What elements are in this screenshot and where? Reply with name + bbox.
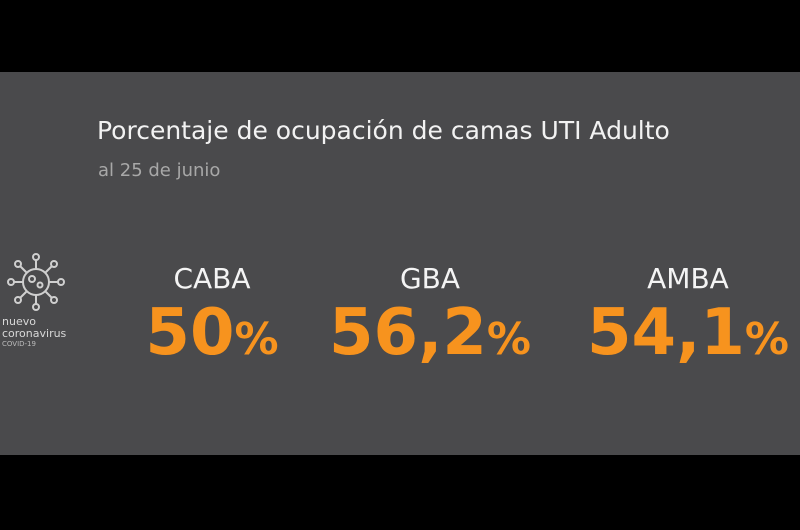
value-number: 56,2: [329, 296, 487, 370]
value-number: 50: [145, 296, 235, 370]
virus-icon: [7, 253, 65, 311]
stat: CABA 50%: [92, 262, 332, 372]
logo-text: COVID-19: [2, 340, 36, 348]
value-unit: %: [234, 314, 279, 365]
stat: GBA 56,2%: [310, 262, 550, 372]
value-number: 54,1: [587, 296, 745, 370]
stat: AMBA 54,1%: [568, 262, 800, 372]
logo: nuevo coronavirus COVID-19: [2, 252, 84, 349]
stat-value: 54,1%: [568, 301, 800, 372]
region-label: CABA: [173, 262, 251, 295]
region-label: AMBA: [647, 262, 729, 295]
region-label: GBA: [399, 262, 461, 295]
stat-value: 50%: [92, 301, 332, 372]
logo-text: coronavirus: [2, 327, 67, 340]
panel: Porcentaje de ocupación de camas UTI Adu…: [0, 72, 800, 455]
stat-value: 56,2%: [310, 301, 550, 372]
logo-text: nuevo: [2, 315, 36, 328]
subtitle: al 25 de junio: [98, 160, 221, 181]
title: Porcentaje de ocupación de camas UTI Adu…: [97, 116, 670, 145]
value-unit: %: [486, 314, 531, 365]
value-unit: %: [744, 314, 789, 365]
